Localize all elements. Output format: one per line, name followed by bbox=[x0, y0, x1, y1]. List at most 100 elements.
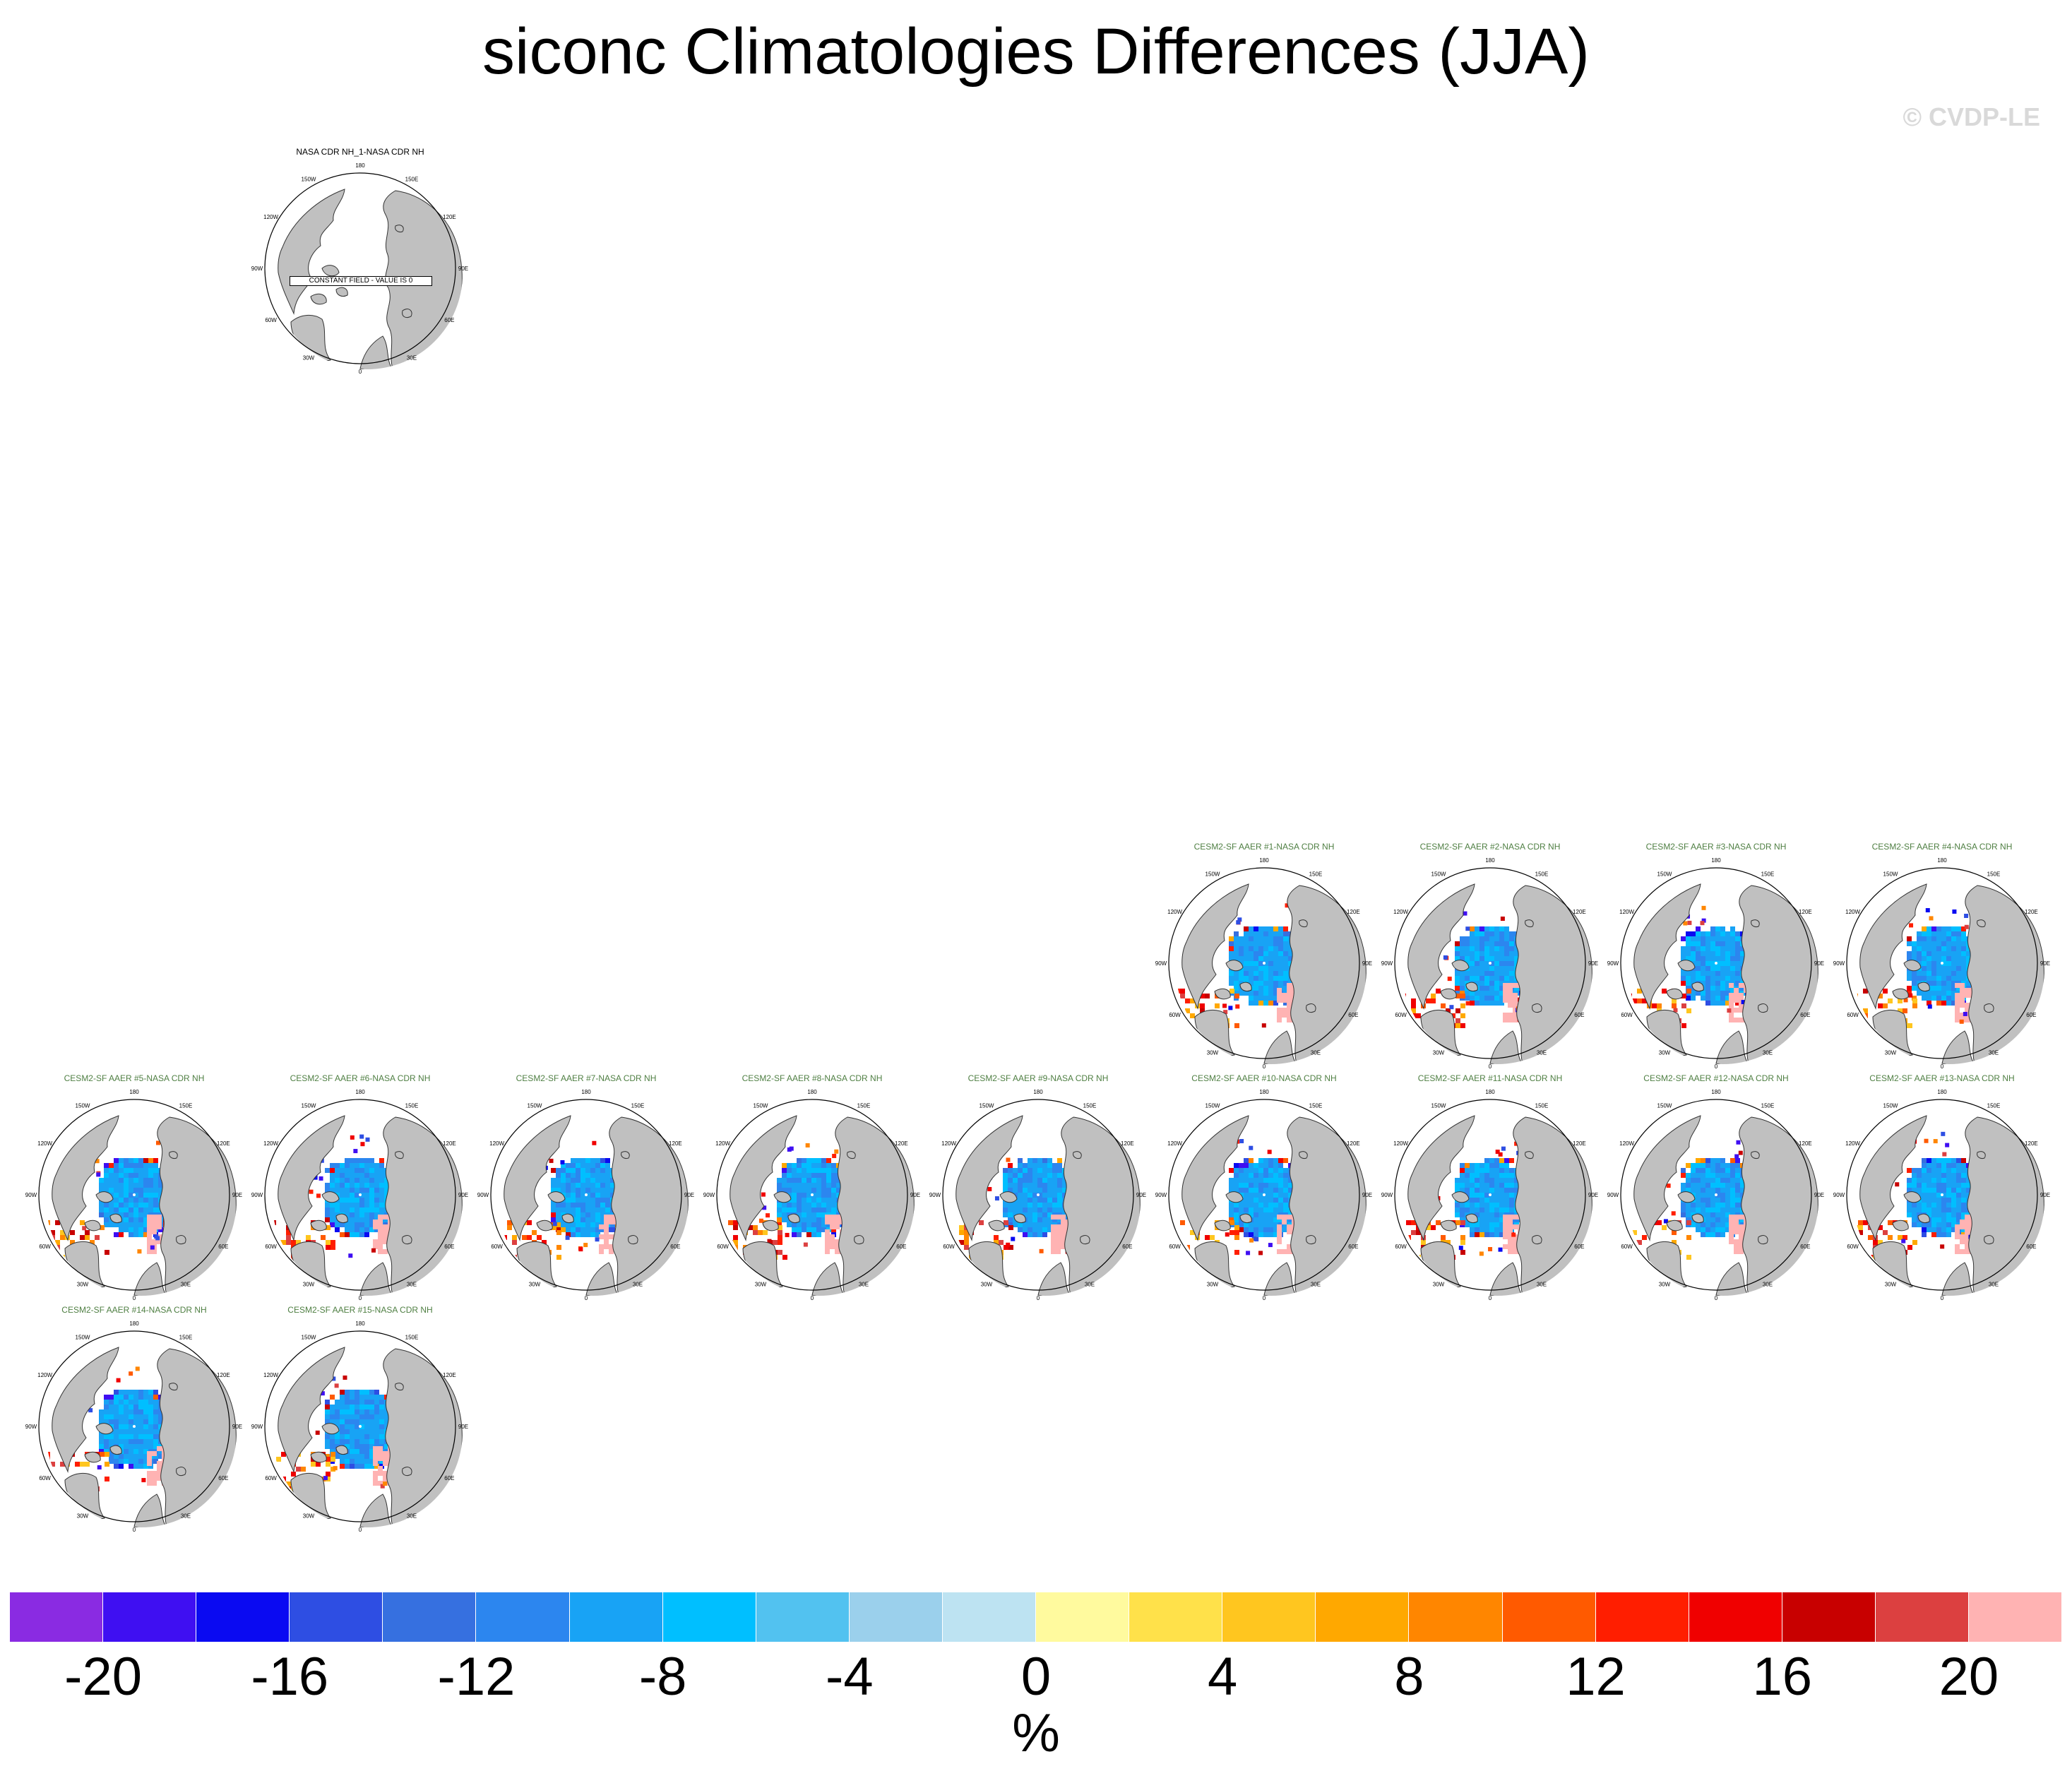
anomaly-cell bbox=[1028, 1198, 1032, 1203]
anomaly-cell bbox=[1927, 1227, 1931, 1232]
anomaly-cell bbox=[1475, 1163, 1479, 1168]
anomaly-cell bbox=[590, 1168, 595, 1173]
anomaly-cell bbox=[138, 1409, 143, 1414]
panel-title: CESM2-SF AAER #1-NASA CDR NH bbox=[1193, 842, 1335, 852]
anomaly-cell bbox=[502, 1235, 507, 1240]
anomaly-cell bbox=[143, 1395, 148, 1400]
longitude-label: 150E bbox=[405, 1103, 419, 1109]
anomaly-cell bbox=[580, 1158, 585, 1163]
anomaly-cell bbox=[1479, 1168, 1484, 1173]
anomaly-cell bbox=[1023, 1208, 1028, 1212]
anomaly-cell bbox=[330, 1208, 335, 1212]
anomaly-cell bbox=[1941, 1163, 1946, 1168]
anomaly-cell bbox=[792, 1188, 797, 1193]
anomaly-cell bbox=[1465, 1188, 1470, 1193]
anomaly-cell bbox=[758, 1230, 763, 1235]
longitude-label: 150E bbox=[1761, 871, 1775, 878]
anomaly-cell bbox=[383, 1215, 388, 1220]
anomaly-cell bbox=[576, 1163, 580, 1168]
anomaly-cell bbox=[119, 1227, 124, 1232]
anomaly-cell bbox=[1912, 1173, 1917, 1178]
anomaly-cell bbox=[152, 1224, 157, 1229]
anomaly-cell bbox=[1951, 1001, 1956, 1006]
anomaly-cell bbox=[383, 1471, 388, 1476]
longitude-label: 60E bbox=[1574, 1244, 1584, 1250]
anomaly-cell bbox=[556, 1188, 561, 1193]
land-mass bbox=[1859, 883, 1927, 1010]
anomaly-cell bbox=[1465, 1178, 1470, 1183]
anomaly-cell bbox=[124, 1173, 129, 1178]
anomaly-cell bbox=[119, 1390, 124, 1395]
anomaly-cell bbox=[345, 1173, 350, 1178]
anomaly-cell bbox=[1735, 936, 1740, 941]
anomaly-cell bbox=[1234, 1168, 1239, 1173]
longitude-label: 150E bbox=[1083, 1103, 1097, 1109]
anomaly-cell bbox=[355, 1400, 359, 1405]
anomaly-cell bbox=[355, 1227, 359, 1232]
anomaly-cell bbox=[1244, 951, 1249, 956]
anomaly-cell bbox=[350, 1193, 355, 1198]
anomaly-cell bbox=[1955, 993, 1960, 998]
anomaly-cell bbox=[374, 1173, 379, 1178]
anomaly-cell bbox=[1494, 946, 1499, 951]
anomaly-cell bbox=[1013, 1222, 1018, 1227]
anomaly-cell bbox=[85, 1235, 90, 1240]
anomaly-cell bbox=[1499, 1001, 1504, 1006]
anomaly-cell bbox=[153, 1158, 158, 1163]
anomaly-cell bbox=[373, 1451, 378, 1456]
land-mass bbox=[1037, 1262, 1071, 1296]
anomaly-cell bbox=[576, 1173, 580, 1178]
anomaly-cell bbox=[1951, 931, 1956, 936]
anomaly-cell bbox=[124, 1405, 129, 1409]
anomaly-cell bbox=[133, 1217, 138, 1222]
anomaly-cell bbox=[350, 1158, 355, 1163]
anomaly-cell bbox=[379, 1409, 384, 1414]
anomaly-cell bbox=[1460, 976, 1465, 981]
longitude-label: 150W bbox=[302, 177, 316, 183]
anomaly-cell bbox=[1013, 1188, 1018, 1193]
anomaly-cell bbox=[379, 1400, 384, 1405]
anomaly-cell bbox=[1258, 1188, 1263, 1193]
anomaly-cell bbox=[1273, 1193, 1278, 1198]
anomaly-cell bbox=[1739, 1244, 1744, 1249]
anomaly-cell bbox=[378, 1220, 383, 1224]
anomaly-cell bbox=[148, 1414, 153, 1419]
anomaly-cell bbox=[1249, 1238, 1254, 1243]
anomaly-cell bbox=[1052, 1163, 1057, 1168]
anomaly-cell bbox=[1278, 936, 1283, 941]
anomaly-cell bbox=[1941, 951, 1946, 956]
anomaly-cell bbox=[1715, 1178, 1720, 1183]
anomaly-cell bbox=[830, 1220, 835, 1224]
anomaly-cell bbox=[806, 1227, 811, 1232]
anomaly-cell bbox=[1696, 1158, 1701, 1163]
longitude-label: 60E bbox=[218, 1244, 228, 1250]
anomaly-cell bbox=[1032, 1227, 1037, 1232]
anomaly-cell bbox=[1734, 1008, 1739, 1013]
anomaly-cell bbox=[1037, 1183, 1042, 1188]
anomaly-cell bbox=[806, 1208, 811, 1212]
anomaly-cell bbox=[1037, 1178, 1042, 1183]
anomaly-cell bbox=[1725, 971, 1730, 976]
longitude-label: 120E bbox=[1347, 1140, 1360, 1147]
anomaly-cell bbox=[1946, 1208, 1951, 1212]
anomaly-cell bbox=[383, 1481, 388, 1486]
anomaly-cell bbox=[1479, 1222, 1484, 1227]
anomaly-cell bbox=[1258, 1173, 1263, 1178]
anomaly-cell bbox=[1249, 1163, 1254, 1168]
longitude-label: 30W bbox=[755, 1281, 767, 1287]
anomaly-cell bbox=[373, 1244, 378, 1249]
anomaly-cell bbox=[1494, 966, 1499, 971]
anomaly-cell bbox=[380, 1484, 385, 1489]
anomaly-cell bbox=[1484, 991, 1489, 996]
anomaly-cell bbox=[1052, 1168, 1057, 1173]
anomaly-cell bbox=[1479, 1183, 1484, 1188]
land-mass bbox=[176, 1467, 186, 1477]
anomaly-cell bbox=[119, 1400, 124, 1405]
anomaly-cell bbox=[378, 1239, 383, 1244]
anomaly-cell bbox=[143, 1390, 148, 1395]
anomaly-cell bbox=[330, 1405, 335, 1409]
anomaly-cell bbox=[325, 1168, 330, 1173]
anomaly-cell bbox=[340, 1183, 345, 1188]
anomaly-cell bbox=[1406, 1235, 1411, 1240]
